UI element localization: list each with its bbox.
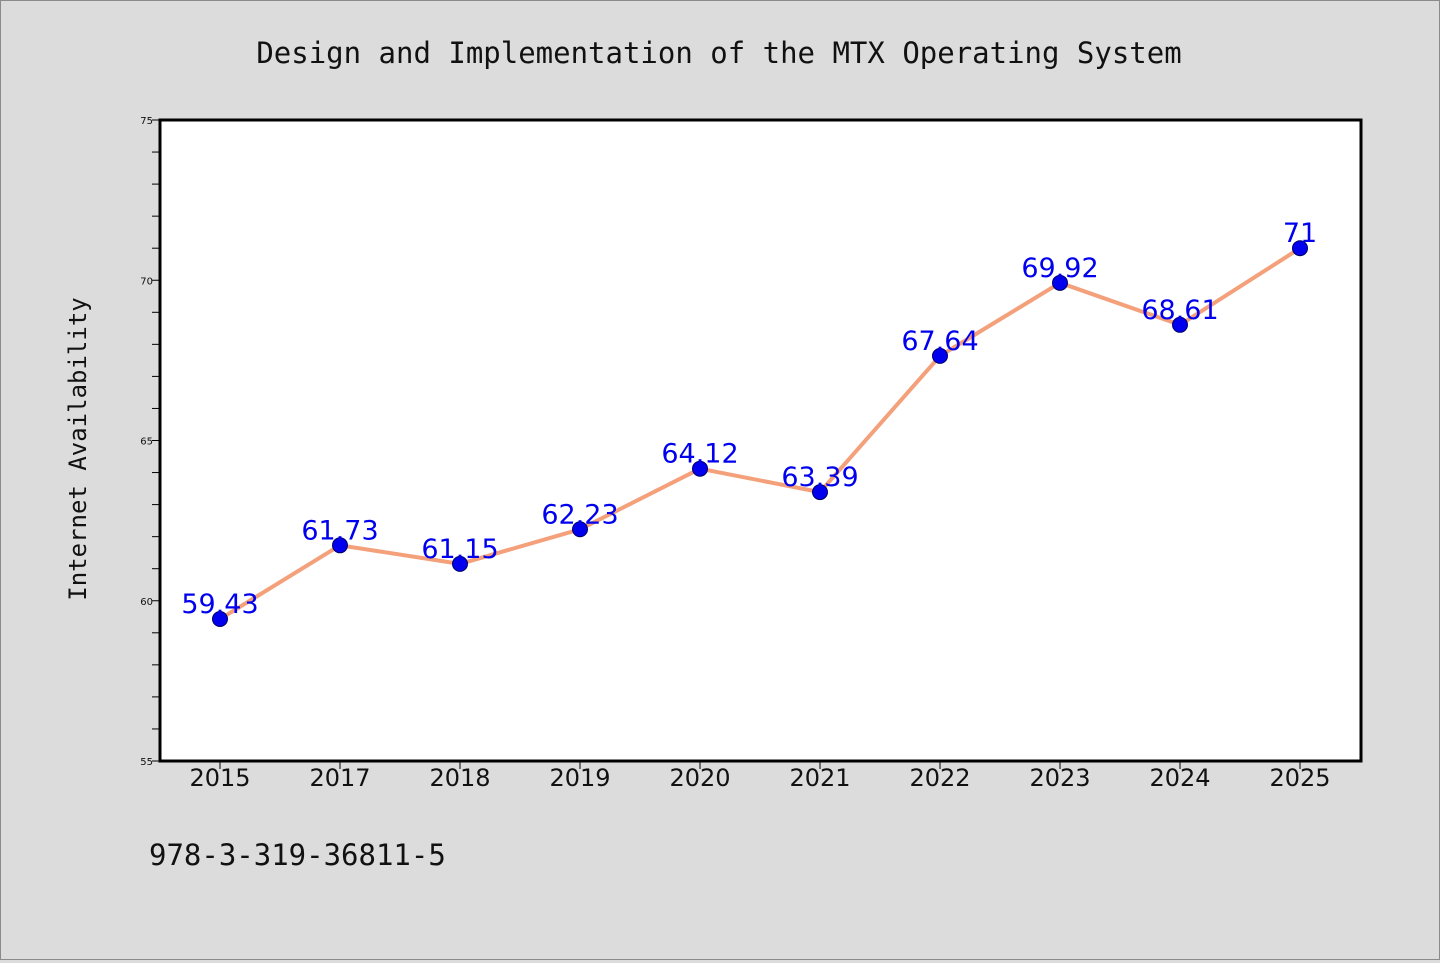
x-tick-label: 2017 bbox=[309, 764, 370, 792]
data-point-marker bbox=[212, 611, 228, 628]
data-label: 68.61 bbox=[1141, 295, 1218, 326]
data-label: 71 bbox=[1283, 218, 1317, 249]
y-tick-label: 60 bbox=[140, 597, 153, 608]
y-axis-title: Internet Availability bbox=[64, 297, 92, 600]
y-tick-label: 70 bbox=[140, 276, 153, 287]
y-tick-label: 55 bbox=[140, 757, 153, 768]
data-label: 61.73 bbox=[301, 515, 378, 546]
series-layer: 59.43 61.73 61.15 62.23 64.12 63.39 67.64 69.92… bbox=[181, 218, 1317, 628]
data-label: 62.23 bbox=[541, 499, 618, 530]
data-label: 64.12 bbox=[661, 439, 738, 470]
x-tick-label: 2015 bbox=[189, 764, 250, 792]
data-label: 61.15 bbox=[421, 534, 498, 565]
plot-area bbox=[158, 118, 1363, 763]
data-point-marker bbox=[812, 484, 828, 501]
isbn-text: 978-3-319-36811-5 bbox=[149, 838, 446, 872]
x-tick-label: 2025 bbox=[1269, 764, 1330, 792]
data-label: 67.64 bbox=[901, 326, 978, 357]
data-point-marker bbox=[692, 460, 708, 477]
data-point-marker bbox=[932, 347, 948, 364]
data-point-marker bbox=[572, 521, 588, 538]
data-point-marker bbox=[1052, 274, 1068, 291]
x-tick-label: 2019 bbox=[549, 764, 610, 792]
x-tick-label: 2022 bbox=[909, 764, 970, 792]
x-axis: 2015 2017 2018 2019 2020 2021 2022 2023 2024 2025 bbox=[189, 761, 1331, 792]
data-label: 63.39 bbox=[781, 462, 858, 493]
x-tick-label: 2021 bbox=[789, 764, 850, 792]
x-tick-label: 2020 bbox=[669, 764, 730, 792]
x-tick-label: 2023 bbox=[1029, 764, 1090, 792]
x-tick-label: 2024 bbox=[1149, 764, 1210, 792]
data-label: 59.43 bbox=[181, 589, 258, 620]
y-axis: 55 60 65 70 75 bbox=[140, 116, 160, 768]
data-point-marker bbox=[452, 555, 468, 572]
chart-title: Design and Implementation of the MTX Ope… bbox=[256, 36, 1181, 70]
y-tick-label: 75 bbox=[140, 116, 153, 127]
x-tick-label: 2018 bbox=[429, 764, 490, 792]
series-line bbox=[218, 246, 1302, 621]
data-point-marker bbox=[1172, 316, 1188, 333]
data-point-marker bbox=[1292, 240, 1308, 257]
data-label: 69.92 bbox=[1021, 253, 1098, 284]
y-tick-label: 65 bbox=[140, 437, 153, 448]
data-point-marker bbox=[332, 537, 348, 554]
